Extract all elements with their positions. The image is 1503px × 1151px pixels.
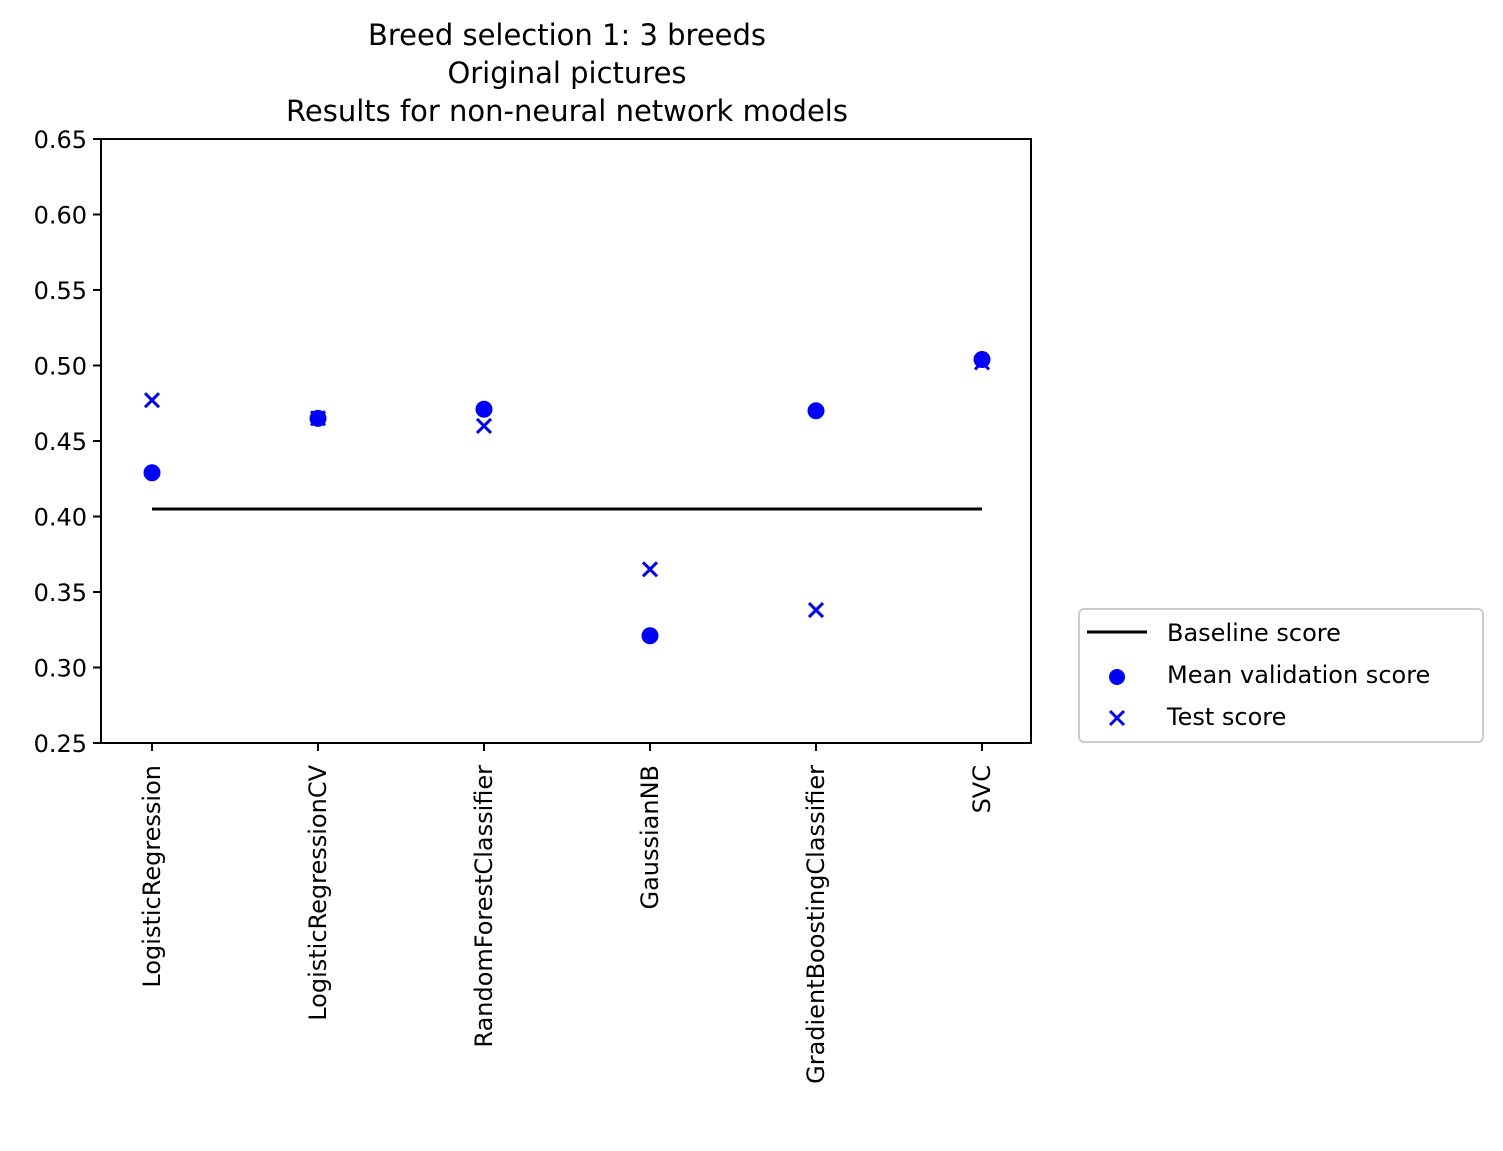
test-point: [143, 392, 161, 409]
y-tick-label: 0.35: [34, 579, 87, 607]
chart-title: Breed selection 1: 3 breeds Original pic…: [286, 18, 848, 128]
y-tick-label: 0.40: [34, 504, 87, 532]
legend: Baseline score Mean validation score Tes…: [1078, 608, 1484, 743]
x-tick-label: LogisticRegression: [138, 765, 166, 988]
x-tick-label: RandomForestClassifier: [470, 765, 498, 1048]
legend-test-label: Test score: [1166, 703, 1286, 731]
validation-point: [641, 627, 659, 645]
y-tick-label: 0.50: [34, 353, 87, 381]
y-axis: 0.25 0.30 0.35 0.40 0.45 0.50 0.55 0.60 0.65: [34, 126, 101, 758]
plot-frame: [100, 138, 1032, 744]
x-axis: LogisticRegression LogisticRegressionCV Ra…: [138, 743, 996, 1084]
x-tick-label: LogisticRegressionCV: [304, 764, 332, 1020]
y-tick-label: 0.30: [34, 655, 87, 683]
y-tick-label: 0.25: [34, 730, 87, 758]
validation-point: [973, 350, 991, 368]
validation-point: [143, 464, 161, 482]
y-tick-label: 0.60: [34, 202, 87, 230]
title-line-1: Breed selection 1: 3 breeds: [368, 18, 766, 52]
plot-marks: [143, 350, 991, 645]
legend-test-swatch: [1108, 709, 1126, 727]
test-point: [641, 561, 659, 578]
test-point: [475, 417, 493, 434]
y-tick-label: 0.45: [34, 428, 87, 456]
validation-point: [807, 402, 825, 420]
title-line-3: Results for non-neural network models: [286, 94, 848, 128]
x-tick-label: SVC: [968, 765, 996, 813]
test-point: [807, 602, 825, 619]
x-tick-label: GradientBoostingClassifier: [802, 765, 830, 1084]
test-point: [973, 354, 991, 371]
legend-validation-swatch: [1109, 669, 1125, 685]
y-tick-label: 0.55: [34, 277, 87, 305]
test-point: [309, 410, 327, 427]
legend-validation-label: Mean validation score: [1167, 661, 1430, 689]
y-tick-label: 0.65: [34, 126, 87, 154]
x-tick-label: GaussianNB: [636, 765, 664, 910]
validation-point: [475, 400, 493, 418]
legend-box: [1078, 608, 1484, 743]
title-line-2: Original pictures: [447, 56, 686, 90]
legend-baseline-label: Baseline score: [1167, 619, 1341, 647]
